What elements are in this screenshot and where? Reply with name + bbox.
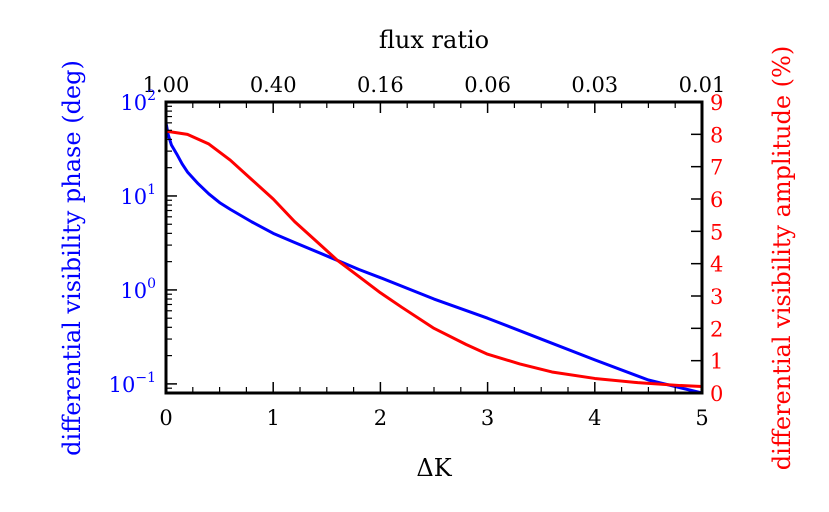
x-tick-label: 1 — [267, 406, 280, 430]
y2-tick-label: 3 — [710, 285, 723, 309]
y2-tick-label: 1 — [710, 350, 723, 374]
y-tick-label: 101 — [120, 182, 156, 209]
x-tick-label: 4 — [588, 406, 601, 430]
x-tick-label: 3 — [481, 406, 494, 430]
x-tick-label: 0 — [159, 406, 172, 430]
left-axis-title: differential visibility phase (deg) — [58, 60, 86, 456]
x-tick-label: 5 — [695, 406, 708, 430]
y2-tick-label: 8 — [710, 123, 723, 147]
y2-tick-label: 0 — [710, 382, 723, 406]
plot-frame — [164, 100, 704, 395]
y-tick-label: 100 — [120, 276, 156, 303]
y2-tick-label: 4 — [710, 253, 723, 277]
x2-tick-label: 0.03 — [571, 73, 618, 97]
top-axis-title: flux ratio — [379, 26, 489, 54]
right-axis-title: differential visibility amplitude (%) — [768, 46, 796, 470]
x2-tick-label: 0.40 — [250, 73, 297, 97]
x2-tick-label: 0.01 — [679, 73, 726, 97]
x-tick-label: 2 — [374, 406, 387, 430]
y2-tick-label: 7 — [710, 156, 723, 180]
y-tick-label: 102 — [120, 88, 156, 115]
phase-series-line — [164, 121, 704, 395]
amplitude-series-line — [164, 129, 704, 389]
x2-tick-label: 1.00 — [143, 73, 190, 97]
x2-tick-label: 0.06 — [464, 73, 511, 97]
x-axis-title: ΔK — [416, 454, 452, 482]
y2-tick-label: 9 — [710, 91, 723, 115]
y2-tick-label: 2 — [710, 317, 723, 341]
y-tick-label: 10−1 — [109, 370, 156, 397]
ticks-layer: 0 1 2 3 4 51.00 0.40 0.16 0.06 0.03 0.0110−1100101… — [109, 73, 726, 430]
y2-tick-label: 6 — [710, 188, 723, 212]
y2-tick-label: 5 — [710, 220, 723, 244]
x2-tick-label: 0.16 — [357, 73, 404, 97]
series-layer — [164, 121, 704, 395]
